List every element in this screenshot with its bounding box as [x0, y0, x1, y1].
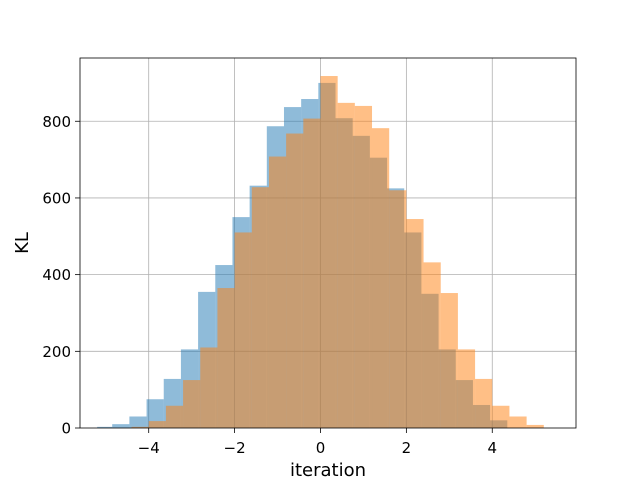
histogram-bar: [251, 187, 269, 428]
histogram-bar: [129, 416, 147, 428]
axis-ticks: −4 −2 0 2 4 0 200 400 600 800: [42, 113, 497, 457]
y-tick-label: 200: [42, 343, 71, 361]
histogram-bar: [354, 105, 373, 428]
x-tick-label: 0: [316, 439, 326, 457]
histogram-bar: [440, 293, 458, 428]
histogram-bar: [268, 156, 287, 428]
y-tick-label: 800: [42, 113, 71, 131]
histogram-bar: [165, 405, 184, 428]
histogram-bar: [509, 416, 527, 428]
histogram-bar: [423, 262, 441, 428]
histogram-bar: [183, 380, 201, 428]
histogram-bar: [286, 133, 304, 428]
x-axis-label: iteration: [290, 460, 366, 480]
histogram-bar: [148, 421, 166, 428]
histogram-bar: [526, 424, 544, 428]
y-tick-label: 0: [61, 420, 71, 438]
histogram-bar: [457, 349, 476, 428]
histogram-bar: [234, 232, 252, 428]
x-tick-label: −2: [224, 439, 246, 457]
histogram-bar: [217, 288, 235, 428]
histogram-bar: [131, 426, 149, 428]
plot-frame: [79, 57, 577, 429]
y-tick-label: 600: [42, 189, 71, 207]
histogram-bar: [337, 102, 355, 428]
histogram-bar: [320, 76, 338, 429]
x-tick-label: 2: [402, 439, 412, 457]
histogram-bar: [406, 219, 424, 428]
histogram-bar: [200, 347, 218, 428]
histogram-bars: [97, 76, 544, 429]
histogram-bar: [475, 378, 493, 428]
histogram-bar: [492, 405, 510, 428]
y-axis-label: KL: [12, 232, 33, 254]
x-tick-label: −4: [138, 439, 160, 457]
histogram-bar: [303, 118, 321, 428]
x-tick-label: 4: [487, 439, 497, 457]
histogram-bar: [97, 426, 113, 428]
histogram-bar: [372, 128, 390, 428]
y-tick-label: 400: [42, 266, 71, 284]
histogram-bar: [389, 190, 407, 428]
histogram-bar: [146, 399, 164, 428]
histogram-bar: [112, 424, 130, 428]
